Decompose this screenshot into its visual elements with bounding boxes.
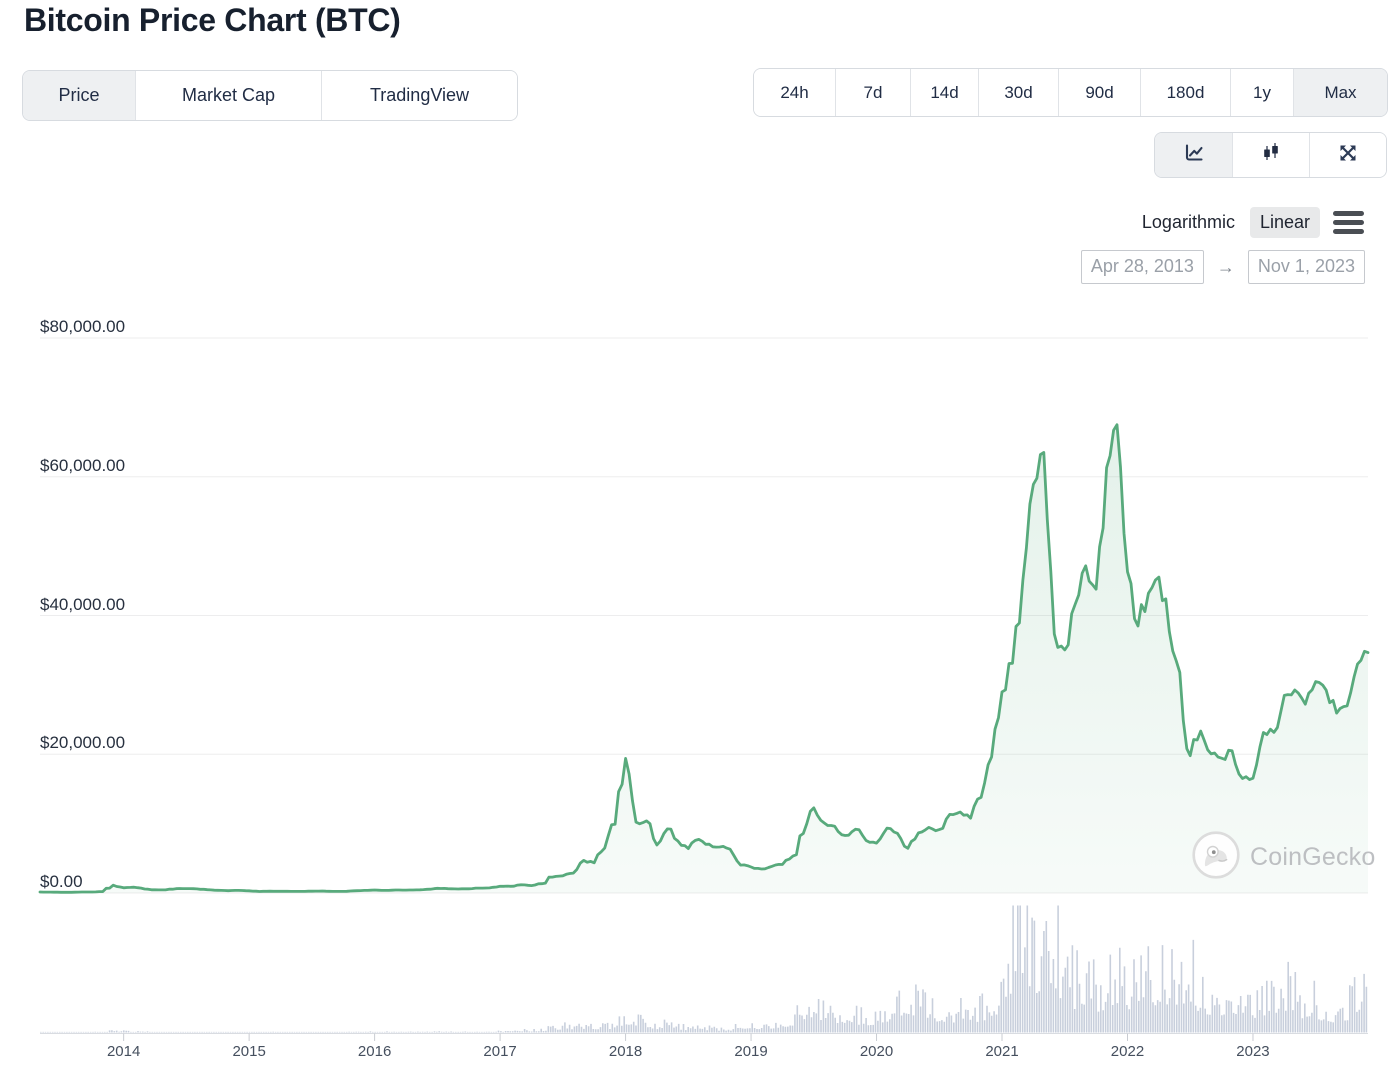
watermark-text: CoinGecko	[1250, 843, 1376, 871]
range-24h[interactable]: 24h	[754, 69, 835, 116]
linear-toggle[interactable]: Linear	[1249, 206, 1320, 238]
page-title: Bitcoin Price Chart (BTC)	[24, 2, 401, 38]
range-30d[interactable]: 30d	[978, 69, 1058, 116]
candlestick-icon	[1259, 141, 1283, 170]
x-axis-label: 2016	[357, 1043, 392, 1060]
line-chart-icon	[1182, 141, 1206, 170]
y-axis-label: $0.00	[40, 872, 83, 891]
x-axis-label: 2015	[232, 1043, 266, 1060]
y-axis-label: $40,000.00	[40, 594, 126, 614]
x-axis-label: 2019	[734, 1043, 768, 1060]
fullscreen-button[interactable]	[1309, 133, 1386, 177]
end-date-input[interactable]: Nov 1, 2023	[1247, 250, 1365, 284]
y-axis-label: $80,000.00	[40, 317, 126, 336]
watermark: CoinGecko	[1192, 831, 1375, 884]
y-axis-label: $20,000.00	[40, 733, 126, 753]
start-date-input[interactable]: Apr 28, 2013	[1080, 250, 1204, 284]
fullscreen-icon	[1336, 141, 1360, 170]
volume-bars	[40, 905, 1368, 1033]
menu-icon[interactable]	[1333, 210, 1364, 234]
x-axis-label: 2022	[1110, 1043, 1145, 1060]
tab-price[interactable]: Price	[23, 71, 135, 120]
x-axis-label: 2023	[1236, 1043, 1270, 1060]
arrow-right-icon: →	[1216, 256, 1235, 277]
logarithmic-toggle[interactable]: Logarithmic	[1141, 211, 1235, 232]
scale-toggle: Logarithmic Linear	[1140, 204, 1364, 240]
range-180d[interactable]: 180d	[1140, 69, 1230, 116]
range-7d[interactable]: 7d	[835, 69, 910, 116]
x-axis-label: 2020	[859, 1043, 894, 1060]
x-axis-label: 2017	[483, 1043, 517, 1060]
x-axis-label: 2018	[608, 1043, 643, 1060]
candlestick-button[interactable]	[1232, 133, 1309, 177]
range-90d[interactable]: 90d	[1058, 69, 1140, 116]
price-line	[38, 423, 1370, 894]
range-1y[interactable]: 1y	[1230, 69, 1293, 116]
date-range: Apr 28, 2013 → Nov 1, 2023	[1080, 250, 1365, 284]
chart-type-group	[1154, 132, 1387, 178]
x-axis-label: 2014	[106, 1043, 141, 1060]
time-range-group: 24h 7d 14d 30d 90d 180d 1y Max	[753, 68, 1388, 117]
range-max[interactable]: Max	[1293, 69, 1387, 116]
tab-tradingview[interactable]: TradingView	[321, 71, 517, 120]
y-axis-label: $60,000.00	[40, 455, 126, 475]
coingecko-logo-icon	[1192, 831, 1240, 884]
line-chart-button[interactable]	[1155, 133, 1232, 177]
tab-market-cap[interactable]: Market Cap	[135, 71, 321, 120]
x-axis-label: 2021	[985, 1043, 1019, 1060]
range-14d[interactable]: 14d	[910, 69, 978, 116]
x-axis-ticks	[123, 1033, 1254, 1041]
price-area	[40, 424, 1368, 893]
view-tabs: Price Market Cap TradingView	[22, 70, 518, 121]
